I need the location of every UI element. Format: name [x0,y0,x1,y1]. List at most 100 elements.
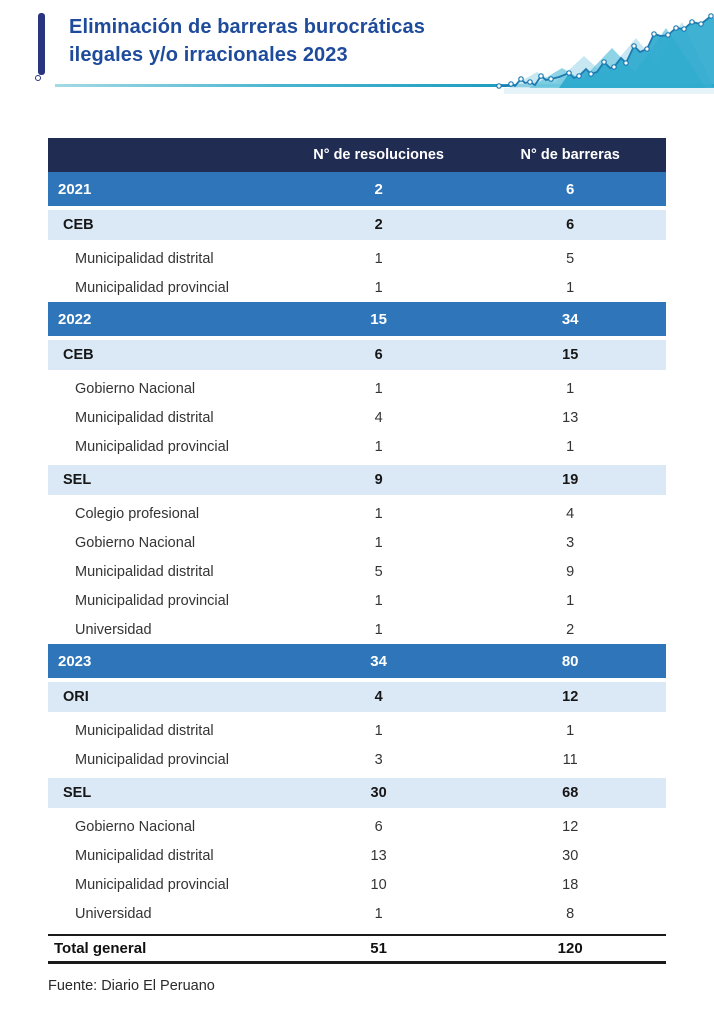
barreras-value: 15 [562,347,579,363]
resoluciones-value: 2 [374,180,383,198]
resoluciones-value: 1 [374,534,383,551]
barreras-value: 34 [561,310,579,328]
table-row: CEB 6 15 [48,340,666,370]
barreras-value: 30 [562,847,579,864]
barreras-value: 13 [562,409,579,426]
barreras-value: 1 [566,592,575,609]
row-label: Municipalidad distrital [75,847,214,864]
barreras-value: 1 [566,279,575,296]
row-label: Municipalidad provincial [75,438,229,455]
table-row: Municipalidad distrital 4 13 [48,403,666,432]
table-row: Municipalidad provincial 1 1 [48,586,666,615]
row-label: Municipalidad distrital [75,250,214,267]
barreras-value: 1 [566,722,575,739]
resoluciones-value: 51 [370,940,387,957]
resoluciones-value: 6 [374,347,383,363]
barreras-value: 3 [566,534,575,551]
row-label: Colegio profesional [75,505,200,522]
resoluciones-value: 6 [374,818,383,835]
row-label: Municipalidad provincial [75,279,229,296]
decorative-trend-chart-icon [496,13,714,94]
column-header-barreras: N° de barreras [520,147,620,163]
row-label: Municipalidad distrital [75,409,214,426]
resoluciones-value: 4 [374,409,383,426]
table-row: SEL 30 68 [48,778,666,808]
barreras-value: 19 [562,472,579,488]
resoluciones-value: 1 [374,438,383,455]
table-row: Universidad 1 2 [48,615,666,644]
row-label: CEB [63,217,94,233]
row-label: Municipalidad distrital [75,722,214,739]
barreras-value: 6 [566,217,575,233]
barreras-value: 5 [566,250,575,267]
row-label: 2021 [58,180,92,198]
table-row: Municipalidad distrital 5 9 [48,557,666,586]
barreras-value: 4 [566,505,575,522]
resoluciones-value: 5 [374,563,383,580]
table-row: Gobierno Nacional 1 1 [48,374,666,403]
row-label: Gobierno Nacional [75,380,196,397]
table-row: Municipalidad provincial 1 1 [48,432,666,461]
barreras-value: 9 [566,563,575,580]
resoluciones-value: 1 [374,380,383,397]
resoluciones-value: 30 [370,785,387,801]
table-row: SEL 9 19 [48,465,666,495]
table-row: Municipalidad distrital 13 30 [48,841,666,870]
title-underline [55,84,714,87]
table-row: Municipalidad provincial 10 18 [48,870,666,899]
resoluciones-value: 3 [374,751,383,768]
barreras-value: 12 [562,818,579,835]
row-label: Gobierno Nacional [75,818,196,835]
resoluciones-value: 4 [374,689,383,705]
page-title: Eliminación de barreras burocráticas ile… [69,13,425,70]
barreras-value: 1 [566,380,575,397]
barreras-value: 1 [566,438,575,455]
row-label: Gobierno Nacional [75,534,196,551]
row-label: Municipalidad provincial [75,751,229,768]
barreras-value: 2 [566,621,575,638]
row-label: Municipalidad provincial [75,592,229,609]
table-row: Universidad 1 8 [48,899,666,928]
barreras-value: 68 [562,785,579,801]
table-row: ORI 4 12 [48,682,666,712]
resoluciones-value: 1 [374,905,383,922]
table-row: 2021 2 6 [48,172,666,206]
resoluciones-value: 15 [370,310,387,328]
accent-dot [35,75,41,81]
data-table: N° de resoluciones N° de barreras 2021 2 6… [48,138,666,964]
table-row: 2022 15 34 [48,302,666,336]
table-row: Gobierno Nacional 6 12 [48,812,666,841]
row-label: SEL [63,785,92,801]
page-title-line1: Eliminación de barreras burocráticas [69,16,425,38]
resoluciones-value: 10 [370,876,387,893]
resoluciones-value: 2 [374,217,383,233]
resoluciones-value: 1 [374,505,383,522]
title-block: Eliminación de barreras burocráticas ile… [35,10,714,81]
resoluciones-value: 13 [370,847,387,864]
table-column-header-row: N° de resoluciones N° de barreras [48,138,666,172]
column-header-resoluciones: N° de resoluciones [313,147,444,163]
page-title-line2: ilegales y/o irracionales 2023 [69,44,348,67]
resoluciones-value: 1 [374,722,383,739]
report-header: Eliminación de barreras burocráticas ile… [0,10,714,98]
table-row: Municipalidad distrital 1 1 [48,716,666,745]
source-note: Fuente: Diario El Peruano [48,978,215,994]
resoluciones-value: 9 [374,472,383,488]
row-label: SEL [63,472,92,488]
barreras-value: 18 [562,876,579,893]
row-label: ORI [63,689,89,705]
resoluciones-value: 1 [374,592,383,609]
row-label: Municipalidad provincial [75,876,229,893]
row-label: 2023 [58,652,92,670]
row-label: 2022 [58,310,92,328]
row-label: Municipalidad distrital [75,563,214,580]
table-row: Municipalidad distrital 1 5 [48,244,666,273]
row-label: CEB [63,347,94,363]
table-total-row: Total general 51 120 [48,934,666,964]
table-row: Municipalidad provincial 1 1 [48,273,666,302]
row-label: Total general [54,940,147,957]
barreras-value: 6 [566,180,575,198]
title-accent-bar [35,13,45,81]
table-row: Municipalidad provincial 3 11 [48,745,666,774]
table-row: Colegio profesional 1 4 [48,499,666,528]
